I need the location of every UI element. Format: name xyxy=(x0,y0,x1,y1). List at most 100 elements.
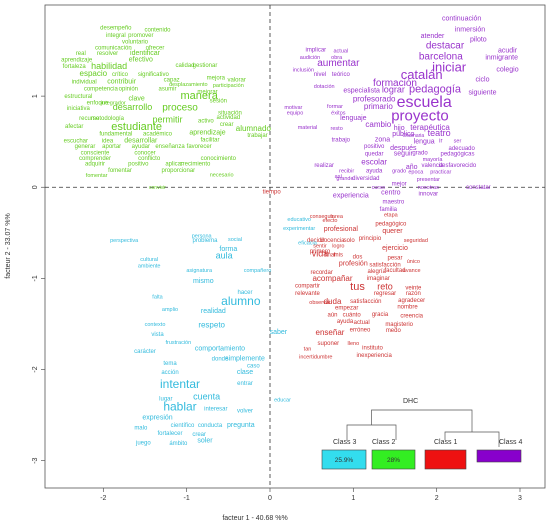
word-class4: implicar xyxy=(305,47,326,53)
y-tick-label: 1 xyxy=(32,94,39,98)
word-class4: equipo xyxy=(287,110,304,116)
word-class2: real xyxy=(76,51,86,57)
word-class4: pedagógicas xyxy=(440,151,474,157)
legend-title: DHC xyxy=(403,398,418,405)
x-axis-label: facteur 1 - 40.68 %% xyxy=(222,515,287,522)
word-class1: medo xyxy=(386,328,402,334)
word-class1: sentir xyxy=(313,243,327,249)
y-axis-label: facteur 2 - 33.07 %% xyxy=(5,213,12,278)
word-class3: carácter xyxy=(134,349,156,355)
word-class2: actividad xyxy=(216,115,240,121)
word-class1: lleno xyxy=(348,341,360,347)
x-tick-label: 2 xyxy=(435,495,439,502)
word-class2: fortaleza xyxy=(63,64,87,70)
word-class2: crítico xyxy=(112,72,129,78)
legend: DHC Class 3 25.9% Class 2 28% Class 1 Class 4 xyxy=(321,398,522,470)
word-class2: necesario xyxy=(210,172,234,178)
word-class1: agradecer xyxy=(398,298,425,304)
word-class2: crecimiento xyxy=(180,161,211,167)
word-class3: respeto xyxy=(198,321,225,330)
word-class3: crear xyxy=(192,432,206,438)
word-class2: sesión xyxy=(210,99,227,105)
word-class1: decidir xyxy=(307,238,325,244)
word-class2: individual xyxy=(72,79,97,85)
word-class3: amplio xyxy=(162,307,178,313)
word-class3: malo xyxy=(134,426,148,432)
word-class2: aportar xyxy=(102,144,121,150)
word-class4: lenguaje xyxy=(340,115,367,122)
word-class4: seguir xyxy=(394,150,414,157)
word-class3: aula xyxy=(216,250,233,260)
word-class4: barcelona xyxy=(419,52,463,63)
legend-percentage: 25.9% xyxy=(335,457,354,464)
word-class4: cambio xyxy=(365,120,391,129)
word-class2: iniciativa xyxy=(67,106,91,112)
word-class4: nosotras xyxy=(418,185,439,191)
word-class4: motivar xyxy=(284,105,302,111)
word-class2: estudiante xyxy=(111,121,162,133)
word-class2: aplicar xyxy=(165,161,183,167)
word-class2: conflicto xyxy=(138,156,161,162)
word-class1: observar xyxy=(309,300,331,306)
word-class4: experiencia xyxy=(333,192,369,199)
x-tick-label: -2 xyxy=(100,495,106,502)
word-class3: educativo xyxy=(287,217,311,223)
word-class2: alumnado xyxy=(236,124,272,133)
word-class4: escolar xyxy=(361,157,387,166)
word-class2: fomentar xyxy=(86,173,108,179)
word-class4: después xyxy=(390,145,417,152)
word-class2: conocer xyxy=(134,150,155,156)
word-class3: alumno xyxy=(221,294,261,308)
word-class2: comunicación xyxy=(95,46,132,52)
word-class1: pesar xyxy=(387,255,402,261)
word-class2: situación xyxy=(218,110,242,116)
word-class1: veinte xyxy=(405,285,422,291)
word-class4: resto xyxy=(331,126,343,132)
legend-items: Class 3 25.9% Class 2 28% Class 1 Class 4 xyxy=(321,439,522,470)
word-class2: capaz xyxy=(164,78,180,84)
word-class2: recurso xyxy=(79,116,100,122)
word-class4: teatro xyxy=(428,128,451,138)
word-class4: maestro xyxy=(382,200,404,206)
x-tick-label: 3 xyxy=(518,495,522,502)
word-class3: ambiente xyxy=(138,263,161,269)
word-class1: incertidumbre xyxy=(299,355,332,361)
word-class2: efectivo xyxy=(129,57,153,64)
word-class3: asignatura xyxy=(186,268,213,274)
word-class1: empezar xyxy=(335,305,358,311)
word-class2: favorecer xyxy=(187,144,212,150)
word-class3: eficacia xyxy=(298,241,318,247)
legend-swatch xyxy=(371,449,416,470)
word-class2: escuchar xyxy=(64,139,88,145)
word-class1: acompañar xyxy=(312,274,352,283)
word-class3: comportamiento xyxy=(195,345,245,352)
word-class4: centro xyxy=(381,190,401,197)
word-class2: identificar xyxy=(130,50,161,57)
word-class4: formación xyxy=(373,78,417,89)
y-tick-label: -1 xyxy=(32,275,39,281)
word-class1: compartir xyxy=(295,284,320,290)
word-class4: mejor xyxy=(392,181,407,187)
word-class2: permitir xyxy=(152,115,182,125)
word-class2: académico xyxy=(143,131,173,137)
word-class4: lograr xyxy=(382,84,405,94)
word-class3: interesar xyxy=(204,407,227,413)
word-class2: promover xyxy=(128,33,153,39)
word-class3: lugar xyxy=(159,397,172,403)
word-class3: hablar xyxy=(163,400,196,414)
word-class1: único xyxy=(407,259,420,265)
word-class4: piloto xyxy=(470,36,487,43)
word-class4: ir xyxy=(439,139,442,145)
word-class2: participación xyxy=(213,83,244,89)
word-class1: razón xyxy=(406,291,421,297)
word-class1: instituto xyxy=(362,345,383,351)
word-class2: valorar xyxy=(227,78,245,84)
word-class3: hacer xyxy=(237,290,252,296)
y-tick-label: 0 xyxy=(32,185,39,189)
word-class4: profesorado xyxy=(353,95,396,104)
word-class3: entrar xyxy=(237,381,253,387)
word-class2: contribuir xyxy=(107,78,136,85)
word-class1: duda xyxy=(324,297,342,306)
word-class3: científico xyxy=(171,423,195,429)
